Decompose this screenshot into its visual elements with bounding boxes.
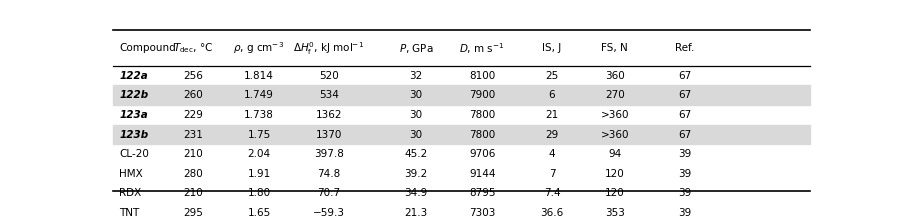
Text: 7800: 7800 (469, 110, 495, 120)
Text: 74.8: 74.8 (317, 169, 340, 179)
Text: 67: 67 (678, 90, 691, 100)
Text: 353: 353 (605, 208, 625, 216)
Text: 94: 94 (608, 149, 621, 159)
Text: 67: 67 (678, 71, 691, 81)
Text: 260: 260 (183, 90, 202, 100)
Text: 39: 39 (678, 188, 691, 199)
Text: 1.749: 1.749 (244, 90, 274, 100)
Text: 36.6: 36.6 (540, 208, 563, 216)
Text: 32: 32 (410, 71, 422, 81)
Text: 520: 520 (319, 71, 338, 81)
Text: CL-20: CL-20 (120, 149, 149, 159)
Text: 25: 25 (545, 71, 559, 81)
Text: 7303: 7303 (469, 208, 495, 216)
Text: 1.80: 1.80 (248, 188, 271, 199)
Text: HMX: HMX (120, 169, 143, 179)
Text: 534: 534 (319, 90, 338, 100)
Text: 1.814: 1.814 (244, 71, 274, 81)
Text: $\rho$, g cm$^{-3}$: $\rho$, g cm$^{-3}$ (233, 40, 284, 56)
Text: 39.2: 39.2 (404, 169, 428, 179)
Text: RDX: RDX (120, 188, 141, 199)
Text: 8100: 8100 (469, 71, 495, 81)
Text: FS, N: FS, N (601, 43, 628, 53)
Text: 67: 67 (678, 110, 691, 120)
Text: 1.738: 1.738 (244, 110, 274, 120)
Text: 39: 39 (678, 149, 691, 159)
Text: $\Delta H_{\mathrm{f}}^{0}$, kJ mol$^{-1}$: $\Delta H_{\mathrm{f}}^{0}$, kJ mol$^{-1… (293, 40, 365, 57)
Text: 256: 256 (183, 71, 202, 81)
Text: 295: 295 (183, 208, 202, 216)
Text: 39: 39 (678, 208, 691, 216)
Text: 7: 7 (549, 169, 555, 179)
Text: 2.04: 2.04 (248, 149, 271, 159)
Text: 30: 30 (410, 130, 422, 140)
Text: 34.9: 34.9 (404, 188, 428, 199)
Text: 210: 210 (183, 149, 202, 159)
Text: 123b: 123b (120, 130, 148, 140)
Text: 1.75: 1.75 (248, 130, 271, 140)
Text: >360: >360 (600, 110, 629, 120)
Text: TNT: TNT (120, 208, 140, 216)
Text: 360: 360 (605, 71, 625, 81)
Text: $D$, m s$^{-1}$: $D$, m s$^{-1}$ (459, 41, 505, 56)
Text: $P$, GPa: $P$, GPa (399, 42, 433, 55)
Text: 30: 30 (410, 90, 422, 100)
Text: 231: 231 (183, 130, 202, 140)
Text: 229: 229 (183, 110, 202, 120)
Bar (112, 125, 810, 144)
Text: 45.2: 45.2 (404, 149, 428, 159)
Text: 397.8: 397.8 (314, 149, 344, 159)
Text: 120: 120 (605, 169, 625, 179)
Text: IS, J: IS, J (543, 43, 562, 53)
Text: 270: 270 (605, 90, 625, 100)
Text: 67: 67 (678, 130, 691, 140)
Text: >360: >360 (600, 130, 629, 140)
Text: $T_{\mathrm{dec}}$, °C: $T_{\mathrm{dec}}$, °C (173, 41, 212, 55)
Text: 1362: 1362 (316, 110, 342, 120)
Text: 7900: 7900 (469, 90, 495, 100)
Text: 30: 30 (410, 110, 422, 120)
Text: 21: 21 (545, 110, 559, 120)
Text: 210: 210 (183, 188, 202, 199)
Text: 8795: 8795 (469, 188, 495, 199)
Text: 280: 280 (183, 169, 202, 179)
Text: 122a: 122a (120, 71, 148, 81)
Text: 122b: 122b (120, 90, 148, 100)
Text: 9144: 9144 (469, 169, 495, 179)
Text: 39: 39 (678, 169, 691, 179)
Text: 1.65: 1.65 (248, 208, 271, 216)
Text: 1.91: 1.91 (248, 169, 271, 179)
Text: 120: 120 (605, 188, 625, 199)
Bar (112, 86, 810, 105)
Text: 1370: 1370 (316, 130, 342, 140)
Text: 29: 29 (545, 130, 559, 140)
Text: 7.4: 7.4 (544, 188, 560, 199)
Text: 4: 4 (549, 149, 555, 159)
Text: 70.7: 70.7 (317, 188, 340, 199)
Text: 21.3: 21.3 (404, 208, 428, 216)
Text: 9706: 9706 (469, 149, 495, 159)
Text: 123a: 123a (120, 110, 148, 120)
Text: −59.3: −59.3 (312, 208, 345, 216)
Text: Compound: Compound (120, 43, 176, 53)
Text: 7800: 7800 (469, 130, 495, 140)
Text: 6: 6 (549, 90, 555, 100)
Text: Ref.: Ref. (675, 43, 694, 53)
